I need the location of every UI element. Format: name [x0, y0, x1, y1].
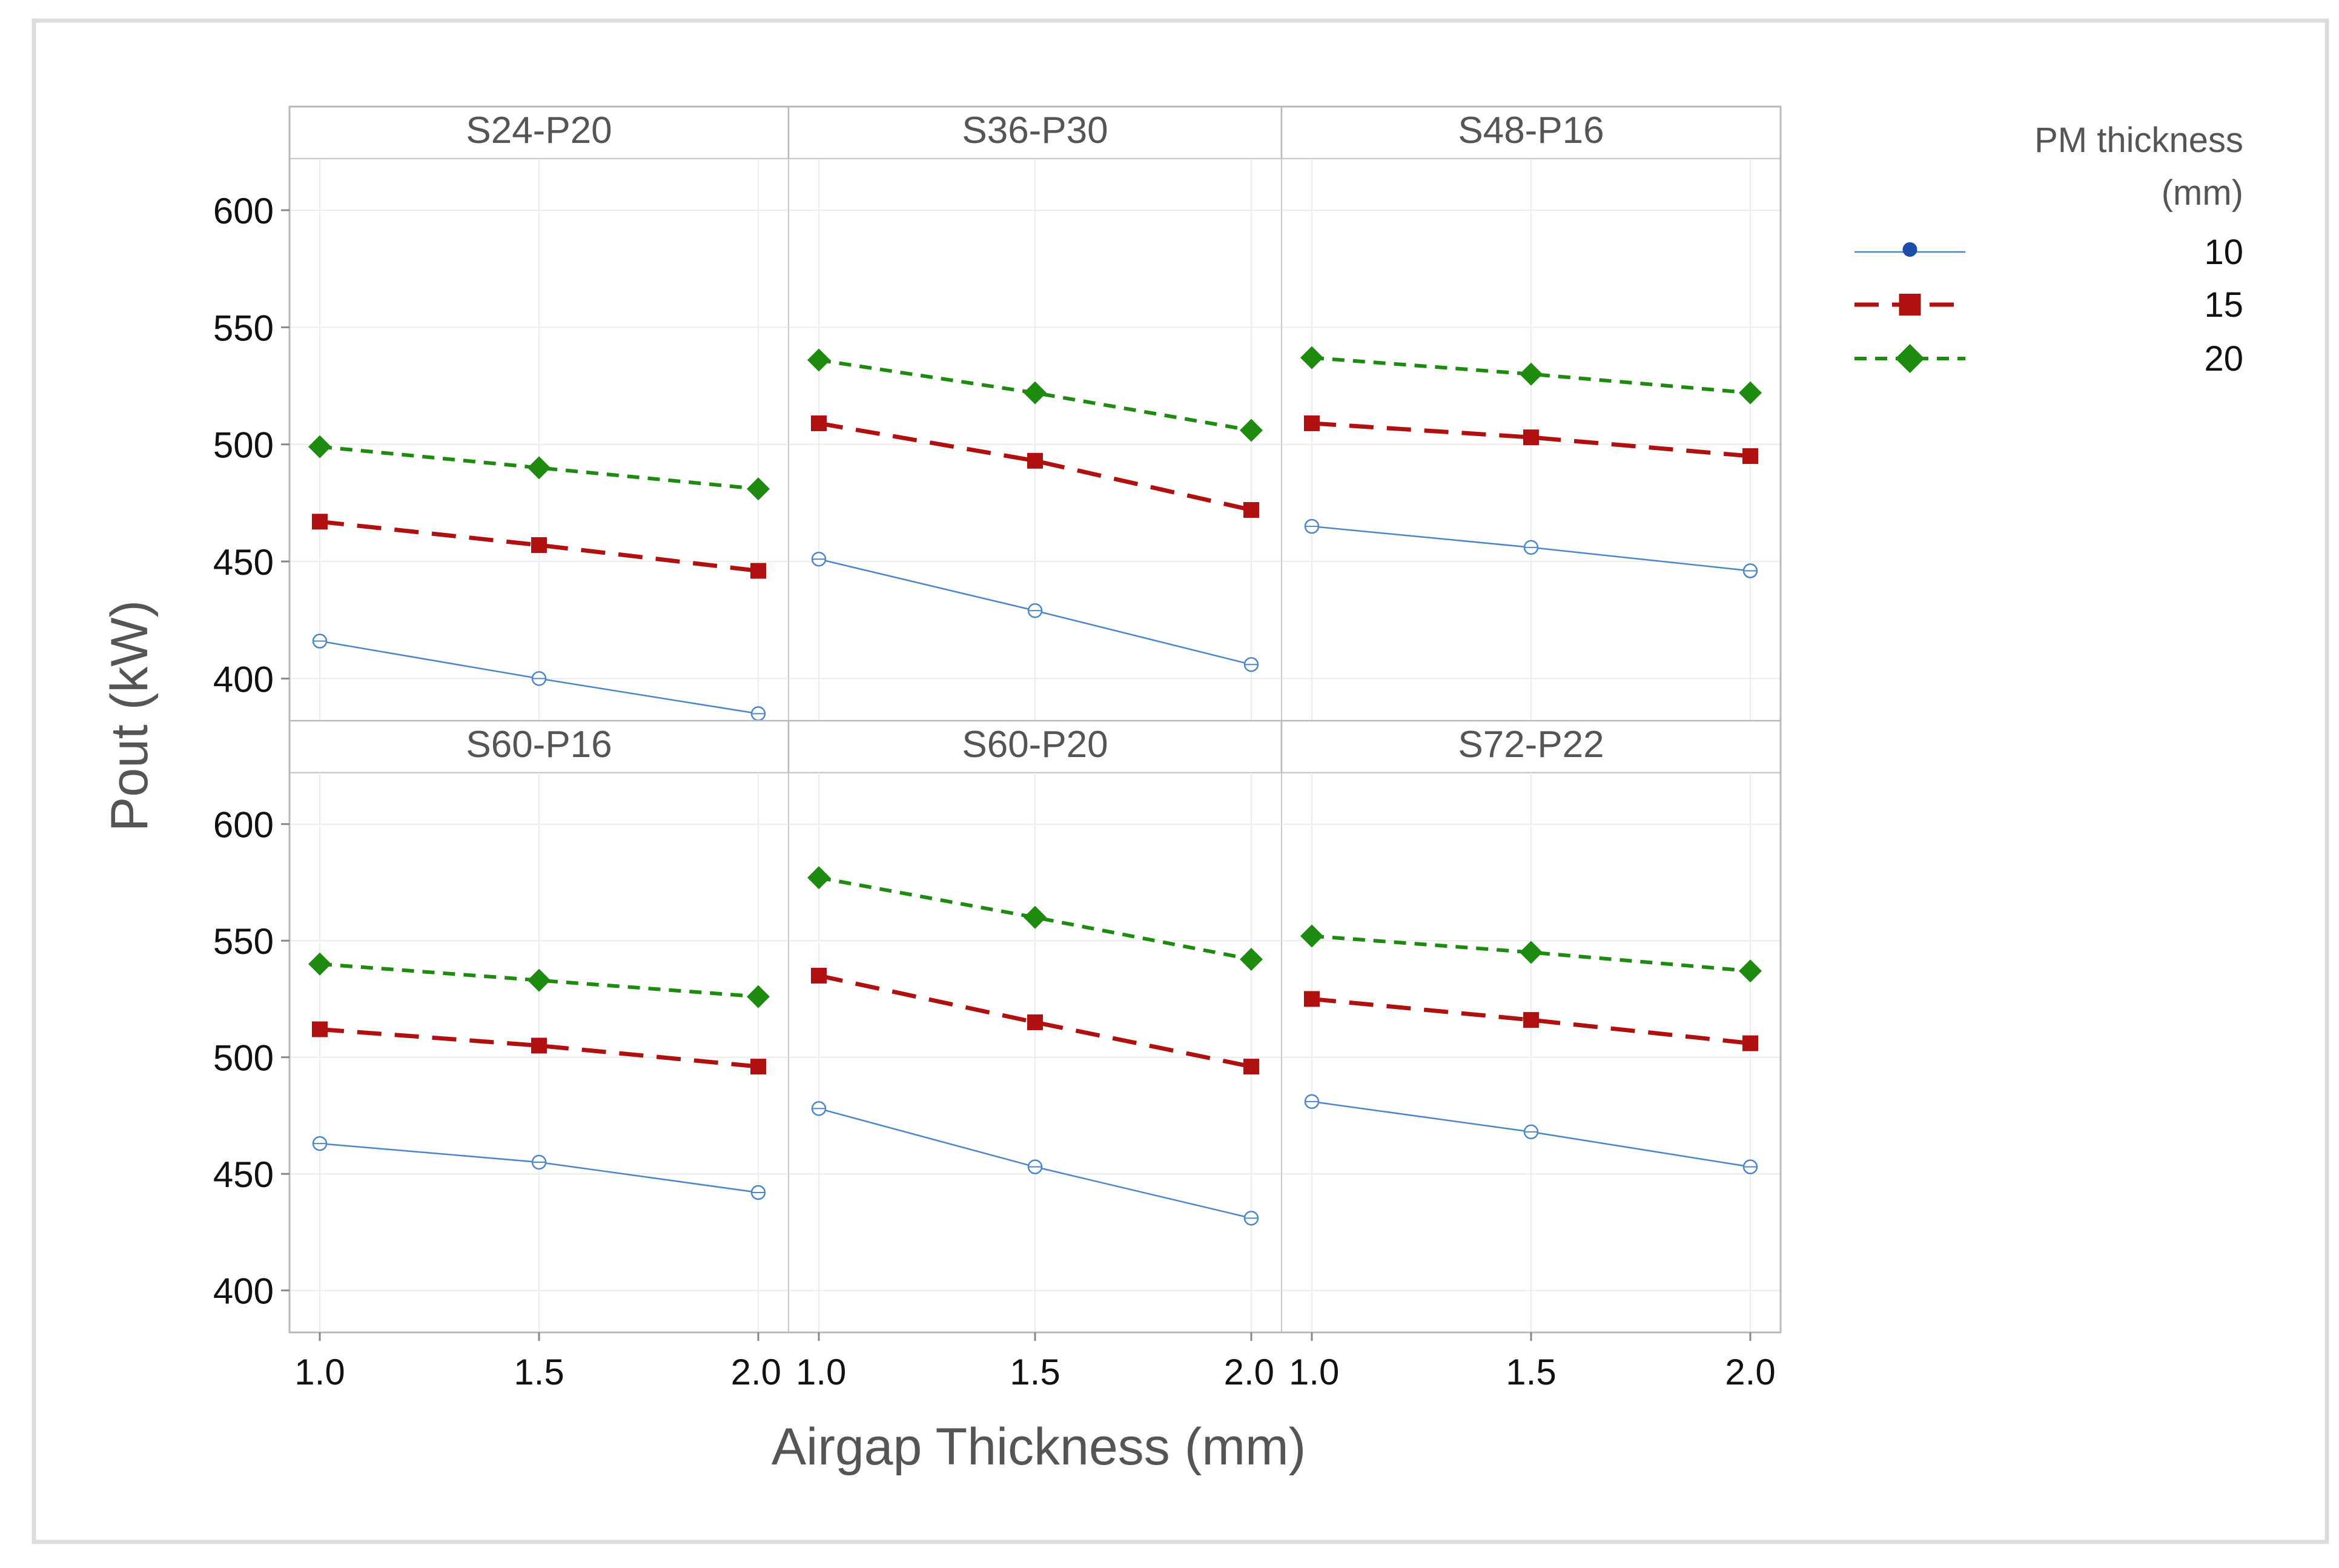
- legend-item-20: 20: [1854, 339, 2243, 379]
- data-point-15: [312, 1021, 328, 1037]
- panel-title: S36-P30: [962, 110, 1108, 151]
- data-point-15: [1742, 448, 1758, 465]
- y-tick-label: 600: [213, 805, 274, 845]
- data-point-15: [1742, 1035, 1758, 1051]
- legend: PM thickness (mm) 10 15 20: [1854, 121, 2243, 379]
- data-point-20: [308, 952, 331, 976]
- legend-label-15: 15: [2204, 285, 2243, 325]
- legend-label-20: 20: [2204, 339, 2243, 379]
- x-tick-label: 1.5: [1506, 1352, 1556, 1392]
- panel-s60-p16: S60-P16: [288, 719, 790, 1333]
- y-tick-label: 450: [213, 1154, 274, 1195]
- panel-s36-p30: S36-P30: [787, 105, 1283, 721]
- data-point-15: [1243, 502, 1259, 518]
- data-point-15: [750, 563, 766, 579]
- y-tick-label: 500: [213, 425, 274, 466]
- x-tick-label: 2.0: [731, 1352, 781, 1392]
- legend-title-line1: PM thickness: [2034, 121, 2243, 160]
- legend-marker-20: [1895, 344, 1925, 373]
- data-point-20: [1024, 381, 1047, 405]
- data-point-20: [1520, 362, 1543, 386]
- panels-layer: S24-P20 S36-P30 S48-P16 S60-P16 S60-P20 S72-P…: [288, 105, 1782, 1333]
- data-point-15: [811, 967, 827, 984]
- x-tick-label: 1.5: [514, 1352, 564, 1392]
- panel-title: S60-P20: [962, 724, 1108, 766]
- y-tick-label: 450: [213, 542, 274, 583]
- legend-marker-15: [1899, 294, 1921, 316]
- x-tick-label: 2.0: [1725, 1352, 1775, 1392]
- y-tick-label: 400: [213, 659, 274, 700]
- data-point-20: [528, 968, 551, 992]
- panel-strip: [1280, 719, 1782, 774]
- y-axis-label: Pout (kW): [101, 600, 159, 832]
- x-tick-label: 1.0: [294, 1352, 345, 1392]
- data-point-20: [1739, 959, 1762, 983]
- panel-title: S48-P16: [1458, 110, 1604, 151]
- series-line-20: [319, 445, 759, 491]
- data-point-15: [1523, 1012, 1539, 1028]
- panel-s24-p20: S24-P20: [288, 105, 790, 721]
- data-point-15: [1027, 1014, 1043, 1030]
- x-axis-label: Airgap Thickness (mm): [772, 1418, 1306, 1476]
- y-tick-label: 550: [213, 308, 274, 348]
- panel-s72-p22: S72-P22: [1280, 719, 1782, 1333]
- data-point-20: [1520, 941, 1543, 964]
- x-tick-label: 1.0: [796, 1352, 846, 1392]
- panel-s48-p16: S48-P16: [1280, 105, 1782, 721]
- data-point-15: [531, 537, 547, 553]
- panel-strip: [288, 105, 790, 160]
- data-point-20: [1024, 905, 1047, 929]
- data-point-20: [1240, 948, 1263, 971]
- legend-label-10: 10: [2204, 233, 2243, 272]
- series-line-20: [818, 358, 1252, 432]
- data-point-20: [747, 477, 770, 501]
- panel-title: S72-P22: [1458, 724, 1604, 766]
- series-line-20: [319, 962, 759, 999]
- data-point-20: [1739, 381, 1762, 405]
- data-point-20: [1240, 418, 1263, 442]
- data-point-15: [1027, 452, 1043, 469]
- legend-marker-10: [1902, 242, 1917, 257]
- data-point-20: [747, 985, 770, 1008]
- y-tick-label: 500: [213, 1038, 274, 1079]
- data-point-20: [807, 866, 830, 890]
- series-line-20: [818, 876, 1252, 961]
- legend-item-10: 10: [1854, 233, 2243, 272]
- data-point-20: [1300, 924, 1323, 948]
- legend-item-15: 15: [1854, 285, 2243, 325]
- data-point-20: [807, 348, 830, 372]
- data-point-15: [531, 1037, 547, 1054]
- panel-strip: [1280, 105, 1782, 160]
- data-point-20: [308, 435, 331, 458]
- data-point-15: [811, 415, 827, 431]
- panel-title: S24-P20: [466, 110, 612, 151]
- axes-layer: 400 450 500 550 600 400 450 500 550 600 1.0 1.5 2.0 1…: [213, 105, 1782, 1392]
- y-tick-label: 550: [213, 921, 274, 962]
- panel-strip: [787, 105, 1283, 160]
- y-tick-label: 600: [213, 191, 274, 231]
- panel-s60-p20: S60-P20: [787, 719, 1283, 1333]
- panel-title: S60-P16: [466, 724, 612, 766]
- data-point-15: [1304, 991, 1320, 1007]
- x-tick-label: 1.0: [1289, 1352, 1339, 1392]
- data-point-20: [1300, 346, 1323, 369]
- legend-title-line2: (mm): [2162, 173, 2243, 213]
- data-point-15: [1243, 1059, 1259, 1075]
- data-point-15: [312, 514, 328, 530]
- data-point-20: [528, 456, 551, 480]
- series-line-20: [1311, 356, 1751, 395]
- x-tick-label: 2.0: [1224, 1352, 1274, 1392]
- x-tick-label: 1.5: [1010, 1352, 1060, 1392]
- series-line-20: [1311, 934, 1751, 973]
- y-tick-label: 400: [213, 1271, 274, 1312]
- data-point-15: [1523, 429, 1539, 446]
- data-point-15: [750, 1059, 766, 1075]
- data-point-15: [1304, 415, 1320, 431]
